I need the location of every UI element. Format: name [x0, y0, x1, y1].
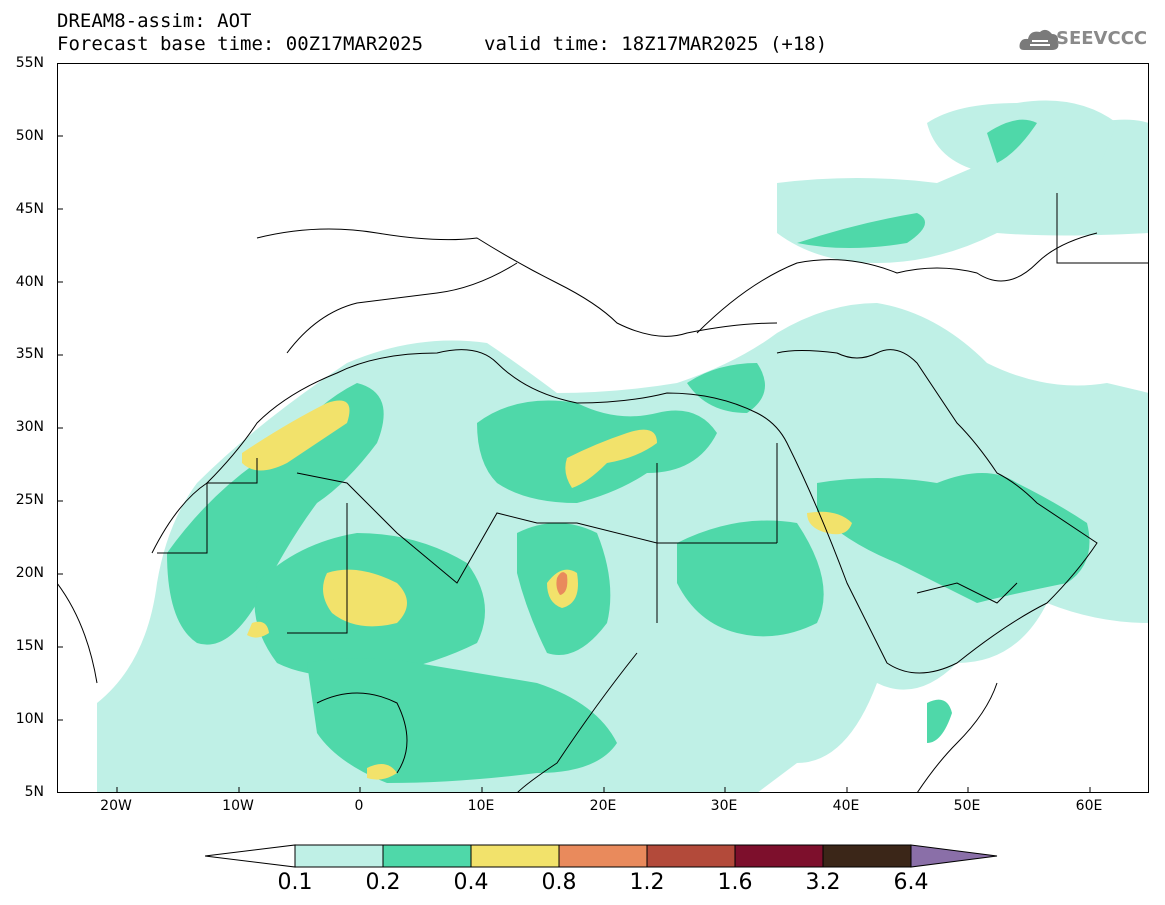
colorbar-underflow — [205, 844, 296, 868]
aot-band-0.8 — [556, 572, 568, 595]
lon-label: 60E — [1075, 798, 1103, 814]
colorbar-bin — [470, 844, 560, 868]
lon-label: 50E — [953, 798, 981, 814]
colorbar-label: 0.8 — [541, 870, 577, 895]
title-line-2: Forecast base time: 00Z17MAR2025 — [57, 33, 424, 55]
colorbar-label: 0.2 — [365, 870, 401, 895]
lon-label: 10E — [467, 798, 495, 814]
aot-map — [57, 63, 1149, 793]
colorbar-overflow — [910, 844, 998, 868]
lat-label: 20N — [15, 565, 44, 581]
colorbar-label: 6.4 — [893, 870, 929, 895]
lon-label: 10W — [222, 798, 254, 814]
lon-label: 20W — [100, 798, 132, 814]
lat-label: 35N — [15, 346, 44, 362]
lon-label: 30E — [710, 798, 738, 814]
colorbar-label: 0.1 — [277, 870, 313, 895]
title-line-1: DREAM8-assim: AOT — [57, 10, 252, 32]
colorbar-bin — [822, 844, 912, 868]
colorbar-bin — [382, 844, 472, 868]
brand-logo: SEEVCCC — [1056, 28, 1148, 49]
valid-time: valid time: 18Z17MAR2025 (+18) — [484, 33, 828, 55]
lat-label: 40N — [15, 274, 44, 290]
colorbar-label: 1.2 — [629, 870, 665, 895]
colorbar-bin — [294, 844, 384, 868]
lat-label: 50N — [15, 128, 44, 144]
cloud-icon — [1019, 29, 1059, 50]
colorbar-label: 1.6 — [717, 870, 753, 895]
colorbar-label: 0.4 — [453, 870, 489, 895]
lat-label: 5N — [24, 784, 44, 800]
coastline-borders — [57, 193, 1149, 793]
colorbar-bin — [558, 844, 648, 868]
lat-label: 55N — [15, 55, 44, 71]
colorbar-label: 3.2 — [805, 870, 841, 895]
lat-label: 30N — [15, 419, 44, 435]
lat-label: 15N — [15, 638, 44, 654]
lon-label: 40E — [832, 798, 860, 814]
lat-label: 25N — [15, 492, 44, 508]
colorbar-bin — [646, 844, 736, 868]
lat-label: 10N — [15, 711, 44, 727]
axis-ticks — [57, 135, 1091, 793]
colorbar — [205, 844, 998, 868]
lon-label: 0 — [354, 798, 364, 814]
aot-band-0.4 — [242, 400, 852, 780]
lon-label: 20E — [589, 798, 617, 814]
colorbar-bin — [734, 844, 824, 868]
lat-label: 45N — [15, 201, 44, 217]
aot-band-0.2 — [167, 119, 1090, 783]
